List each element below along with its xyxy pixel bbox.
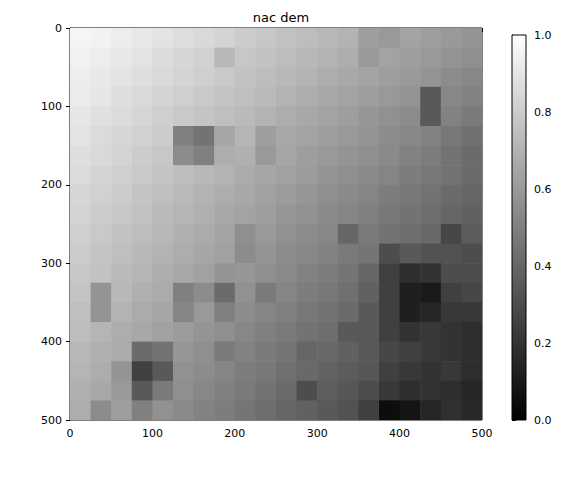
svg-text:0: 0 [55,22,62,35]
svg-text:0.4: 0.4 [534,260,552,273]
svg-text:400: 400 [389,427,410,440]
svg-text:500: 500 [41,414,62,427]
svg-text:nac dem: nac dem [253,10,309,25]
svg-text:0.2: 0.2 [534,337,552,350]
svg-text:200: 200 [224,427,245,440]
svg-text:100: 100 [142,427,163,440]
svg-text:0.0: 0.0 [534,414,552,427]
svg-text:300: 300 [307,427,328,440]
svg-text:1.0: 1.0 [534,29,552,42]
svg-text:200: 200 [41,178,62,191]
svg-text:0.8: 0.8 [534,106,552,119]
svg-text:100: 100 [41,100,62,113]
svg-text:0: 0 [67,427,74,440]
svg-text:400: 400 [41,335,62,348]
svg-text:500: 500 [472,427,493,440]
svg-text:0.6: 0.6 [534,183,552,196]
svg-text:300: 300 [41,257,62,270]
